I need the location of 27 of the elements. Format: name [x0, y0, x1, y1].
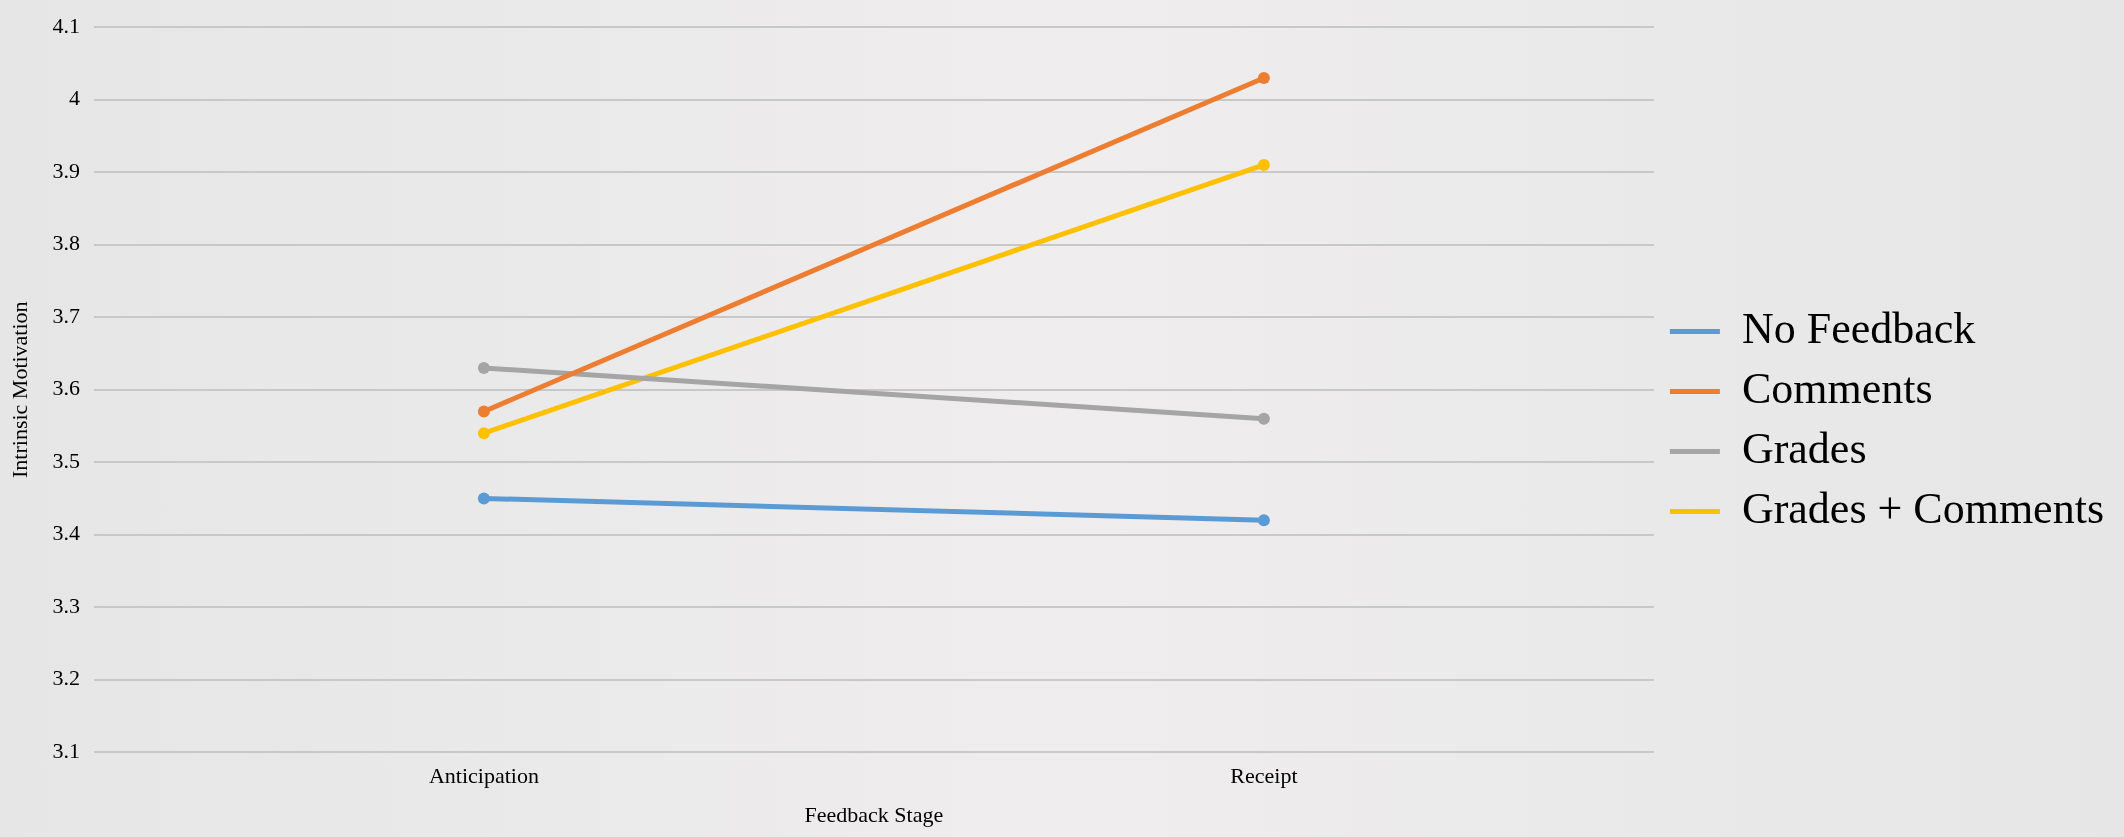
point [477, 361, 490, 374]
y-tick-label: 3.4 [52, 520, 80, 546]
point [1257, 514, 1270, 527]
point [477, 405, 490, 418]
y-tick-label: 3.3 [52, 592, 80, 618]
point [1257, 412, 1270, 425]
point [477, 492, 490, 505]
legend-label: No Feedback [1741, 304, 1976, 354]
y-axis-title: Intrinsic Motivation [6, 301, 32, 478]
y-tick-label: 3.5 [52, 447, 80, 473]
y-tick-label: 3.6 [52, 375, 80, 401]
x-axis-title: Feedback Stage [804, 801, 944, 827]
y-tick-label: 3.7 [52, 302, 80, 328]
legend-label: Grades [1741, 424, 1867, 474]
y-tick-label: 3.8 [52, 230, 80, 256]
y-tick-label: 4.1 [52, 12, 80, 38]
point [477, 427, 490, 440]
point [1257, 71, 1270, 84]
legend-label: Comments [1741, 364, 1933, 414]
y-tick-label: 4 [68, 85, 80, 111]
point [1257, 158, 1270, 171]
y-tick-label: 3.1 [52, 737, 80, 763]
legend-label: Grades + Comments [1741, 484, 2105, 534]
x-tick-label: Receipt [1230, 763, 1298, 789]
y-tick-label: 3.2 [52, 665, 80, 691]
x-tick-label: Anticipation [428, 763, 539, 789]
y-tick-label: 3.9 [52, 157, 80, 183]
